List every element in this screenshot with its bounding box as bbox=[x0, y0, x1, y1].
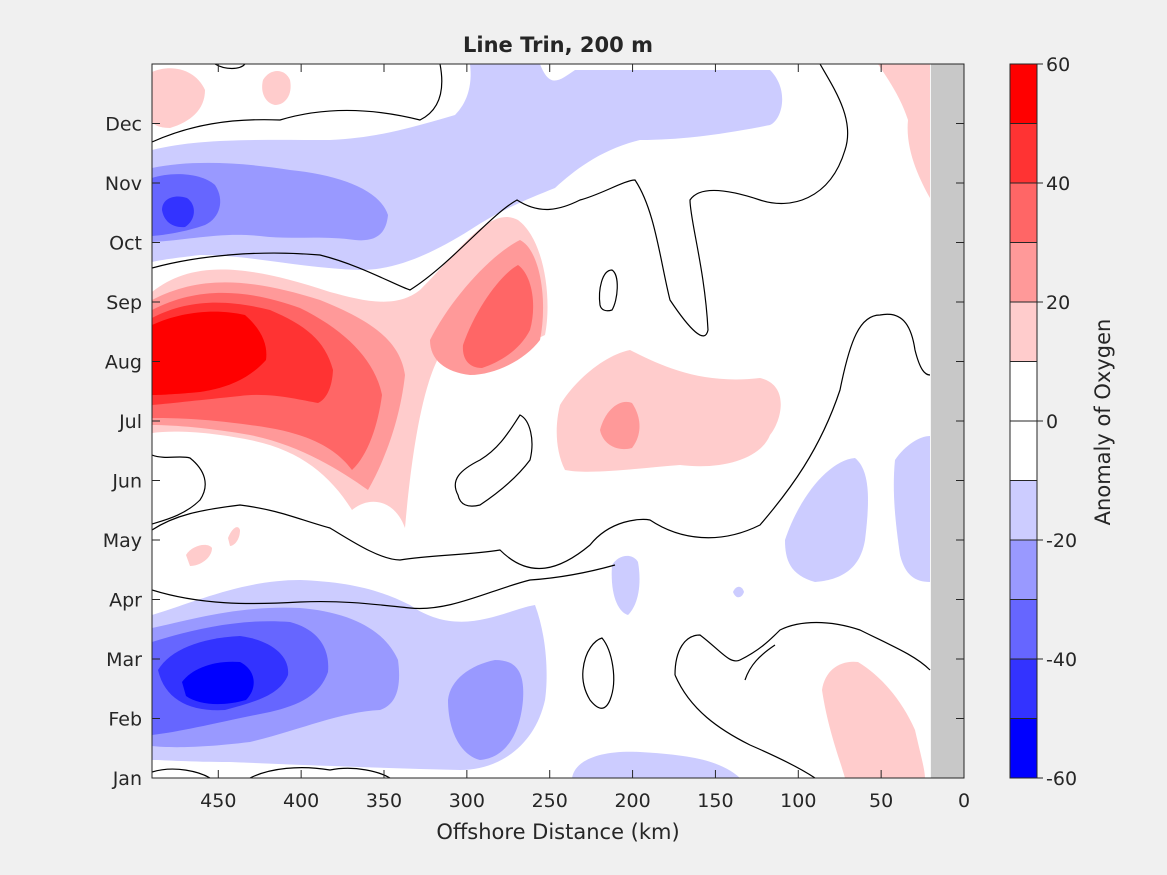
anomaly-region bbox=[893, 436, 930, 582]
chart-title: Line Trin, 200 m bbox=[463, 33, 653, 57]
colorbar-segment bbox=[1010, 540, 1037, 600]
colorbar-segment bbox=[1010, 599, 1037, 659]
colorbar-tick-label: 40 bbox=[1046, 173, 1070, 195]
anomaly-region bbox=[448, 660, 524, 760]
y-tick-label: Jan bbox=[112, 768, 142, 790]
zero-contour bbox=[152, 768, 211, 778]
y-tick-label: Sep bbox=[106, 292, 142, 314]
zero-contour bbox=[152, 564, 616, 610]
x-tick-label: 50 bbox=[869, 790, 893, 812]
anomaly-region bbox=[462, 265, 534, 368]
x-axis: 450 400 350 300 250 200 150 100 50 0 bbox=[200, 64, 970, 812]
y-tick-label: Jun bbox=[111, 471, 142, 493]
colorbar-segment bbox=[1010, 123, 1037, 183]
anomaly-region bbox=[878, 64, 930, 198]
colorbar-segment bbox=[1010, 718, 1037, 778]
zero-contour bbox=[249, 767, 391, 778]
anomaly-region bbox=[186, 544, 212, 566]
y-tick-label: Dec bbox=[105, 114, 142, 136]
y-tick-label: Apr bbox=[109, 590, 142, 612]
colorbar-tick-label: 20 bbox=[1046, 292, 1070, 314]
x-tick-label: 400 bbox=[283, 790, 319, 812]
zero-contour bbox=[582, 637, 615, 709]
x-tick-label: 150 bbox=[697, 790, 733, 812]
anomaly-region bbox=[152, 311, 267, 395]
zero-contour bbox=[214, 64, 246, 70]
colorbar-tick-label: -60 bbox=[1046, 768, 1077, 790]
anomaly-region bbox=[262, 71, 291, 105]
zero-contour bbox=[598, 269, 618, 312]
y-tick-label: May bbox=[103, 530, 142, 552]
zero-contour bbox=[152, 64, 443, 143]
x-axis-label: Offshore Distance (km) bbox=[436, 820, 679, 844]
y-tick-label: Oct bbox=[109, 233, 142, 255]
y-tick-label: Nov bbox=[105, 173, 142, 195]
x-tick-label: 0 bbox=[958, 790, 970, 812]
y-tick-label: Feb bbox=[108, 709, 142, 731]
y-tick-label: Aug bbox=[105, 352, 142, 374]
x-tick-label: 250 bbox=[532, 790, 568, 812]
anomaly-region bbox=[733, 586, 744, 598]
anomaly-region bbox=[162, 196, 194, 228]
zero-contour bbox=[674, 621, 931, 676]
colorbar-label: Anomaly of Oxygen bbox=[1091, 319, 1115, 526]
colorbar-segment bbox=[1010, 421, 1037, 481]
negative-anomaly-regions bbox=[152, 64, 930, 778]
positive-anomaly-regions bbox=[152, 64, 930, 778]
x-tick-label: 350 bbox=[366, 790, 402, 812]
x-tick-label: 200 bbox=[614, 790, 650, 812]
x-tick-label: 100 bbox=[780, 790, 816, 812]
anomaly-region bbox=[572, 751, 740, 778]
zero-contour bbox=[744, 644, 776, 681]
anomaly-region bbox=[822, 661, 925, 778]
anomaly-region bbox=[785, 458, 868, 582]
zero-contour bbox=[674, 674, 816, 778]
plot-area: 450 400 350 300 250 200 150 100 50 0 Jan Feb Mar Apr… bbox=[103, 63, 970, 812]
y-tick-label: Jul bbox=[118, 411, 142, 433]
anomaly-field bbox=[152, 64, 964, 778]
colorbar-segment bbox=[1010, 242, 1037, 302]
colorbar-segment bbox=[1010, 183, 1037, 243]
anomaly-region bbox=[152, 68, 205, 128]
colorbar-tick-label: 0 bbox=[1046, 411, 1058, 433]
zero-contour bbox=[152, 313, 931, 570]
colorbar-segment bbox=[1010, 64, 1037, 124]
x-tick-label: 300 bbox=[449, 790, 485, 812]
anomaly-region bbox=[611, 555, 640, 615]
colorbar-segment bbox=[1010, 480, 1037, 540]
colorbar-segment bbox=[1010, 361, 1037, 421]
anomaly-region bbox=[600, 401, 640, 450]
colorbar-segment bbox=[1010, 659, 1037, 719]
colorbar-tick-label: -40 bbox=[1046, 649, 1077, 671]
y-axis: Jan Feb Mar Apr May Jun Jul Aug Sep Oct Nov Dec bbox=[103, 114, 964, 790]
colorbar-tick-label: -20 bbox=[1046, 530, 1077, 552]
zero-contour bbox=[152, 454, 206, 525]
colorbar-segment bbox=[1010, 302, 1037, 362]
zero-contour bbox=[152, 64, 849, 337]
zero-contours bbox=[152, 64, 931, 778]
x-tick-label: 450 bbox=[200, 790, 236, 812]
anomaly-region bbox=[182, 661, 254, 705]
colorbar: 60 40 20 0 -20 -40 -60 bbox=[1009, 54, 1077, 790]
zero-contour bbox=[454, 414, 533, 507]
y-tick-label: Mar bbox=[106, 649, 142, 671]
anomaly-region bbox=[228, 527, 240, 546]
colorbar-tick-label: 60 bbox=[1046, 54, 1070, 76]
